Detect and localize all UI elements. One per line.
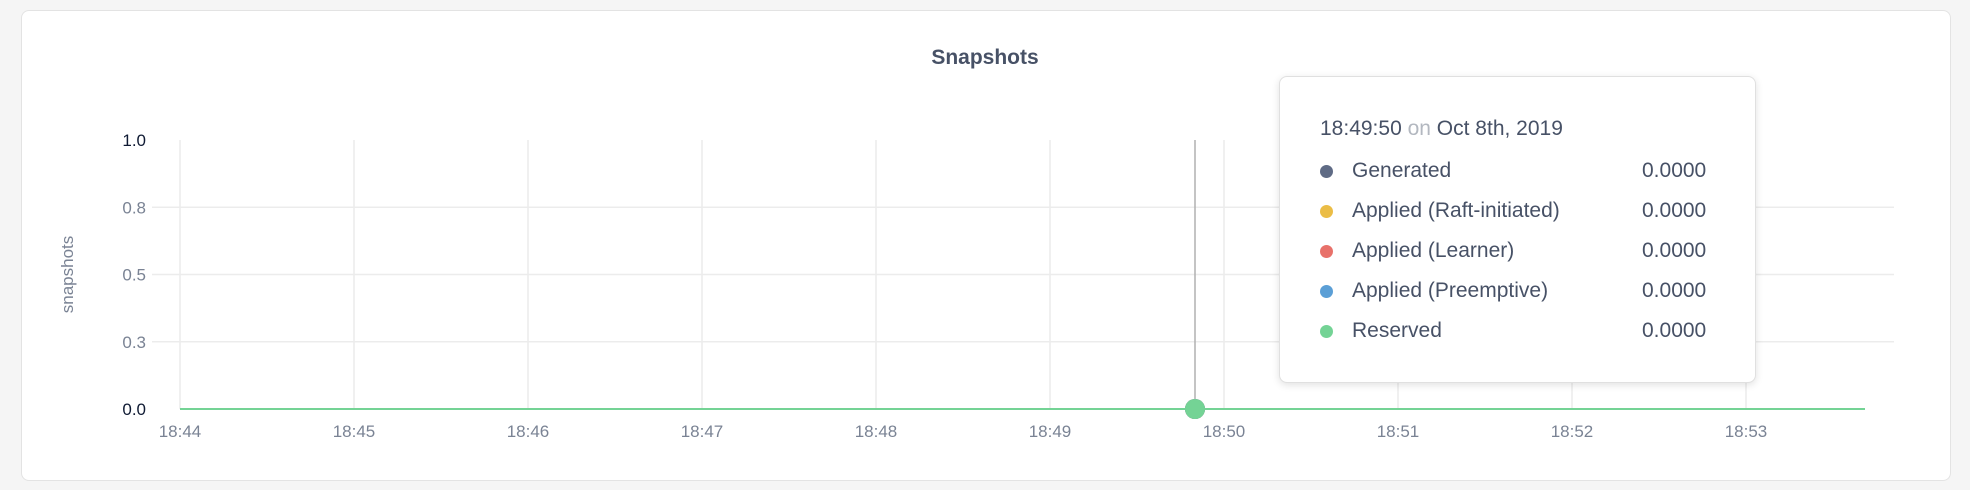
- x-tick-label: 18:47: [681, 422, 724, 441]
- x-tick-label: 18:50: [1203, 422, 1246, 441]
- tooltip-row: Applied (Preemptive) 0.0000: [1320, 271, 1755, 311]
- chart-title: Snapshots: [931, 46, 1039, 69]
- y-tick-label: 0.5: [122, 266, 146, 285]
- x-tick-label: 18:46: [507, 422, 550, 441]
- hover-tooltip: 18:49:50 on Oct 8th, 2019 Generated 0.000…: [1279, 76, 1756, 383]
- tooltip-series-name: Generated: [1352, 159, 1452, 182]
- hover-point: [1185, 399, 1205, 419]
- tooltip-series-value: 0.0000: [1642, 199, 1707, 222]
- tooltip-series-name: Applied (Preemptive): [1352, 279, 1549, 302]
- x-tick-label: 18:49: [1029, 422, 1072, 441]
- tooltip-series-name: Applied (Learner): [1352, 239, 1515, 262]
- y-tick-label: 1.0: [122, 131, 146, 150]
- tooltip-series-value: 0.0000: [1642, 279, 1707, 302]
- legend-dot-icon: [1320, 324, 1333, 338]
- tooltip-series-value: 0.0000: [1642, 159, 1707, 182]
- legend-dot-icon: [1320, 284, 1333, 298]
- x-tick-label: 18:45: [333, 422, 376, 441]
- tooltip-series-name: Reserved: [1352, 319, 1442, 342]
- y-tick-label: 0.8: [122, 198, 146, 217]
- tooltip-series-value: 0.0000: [1642, 319, 1707, 342]
- tooltip-on: on: [1407, 117, 1431, 140]
- x-tick-label: 18:44: [159, 422, 202, 441]
- x-tick-label: 18:48: [855, 422, 898, 441]
- legend-dot-icon: [1320, 164, 1333, 178]
- tooltip-row: Reserved 0.0000: [1320, 311, 1755, 351]
- x-tick-label: 18:53: [1725, 422, 1768, 441]
- tooltip-timestamp: 18:49:50 on Oct 8th, 2019: [1320, 117, 1755, 141]
- x-tick-label: 18:52: [1551, 422, 1594, 441]
- tooltip-row: Applied (Learner) 0.0000: [1320, 231, 1755, 271]
- legend-dot-icon: [1320, 244, 1333, 258]
- tooltip-series-value: 0.0000: [1642, 239, 1707, 262]
- tooltip-time: 18:49:50: [1320, 117, 1402, 140]
- y-tick-label: 0.3: [122, 333, 146, 352]
- y-tick-label: 0.0: [122, 400, 146, 419]
- tooltip-series-name: Applied (Raft-initiated): [1352, 199, 1560, 222]
- y-axis-label: snapshots: [58, 236, 77, 314]
- tooltip-row: Applied (Raft-initiated) 0.0000: [1320, 191, 1755, 231]
- x-tick-label: 18:51: [1377, 422, 1420, 441]
- legend-dot-icon: [1320, 204, 1333, 218]
- tooltip-date: Oct 8th, 2019: [1436, 117, 1563, 140]
- tooltip-row: Generated 0.0000: [1320, 151, 1755, 191]
